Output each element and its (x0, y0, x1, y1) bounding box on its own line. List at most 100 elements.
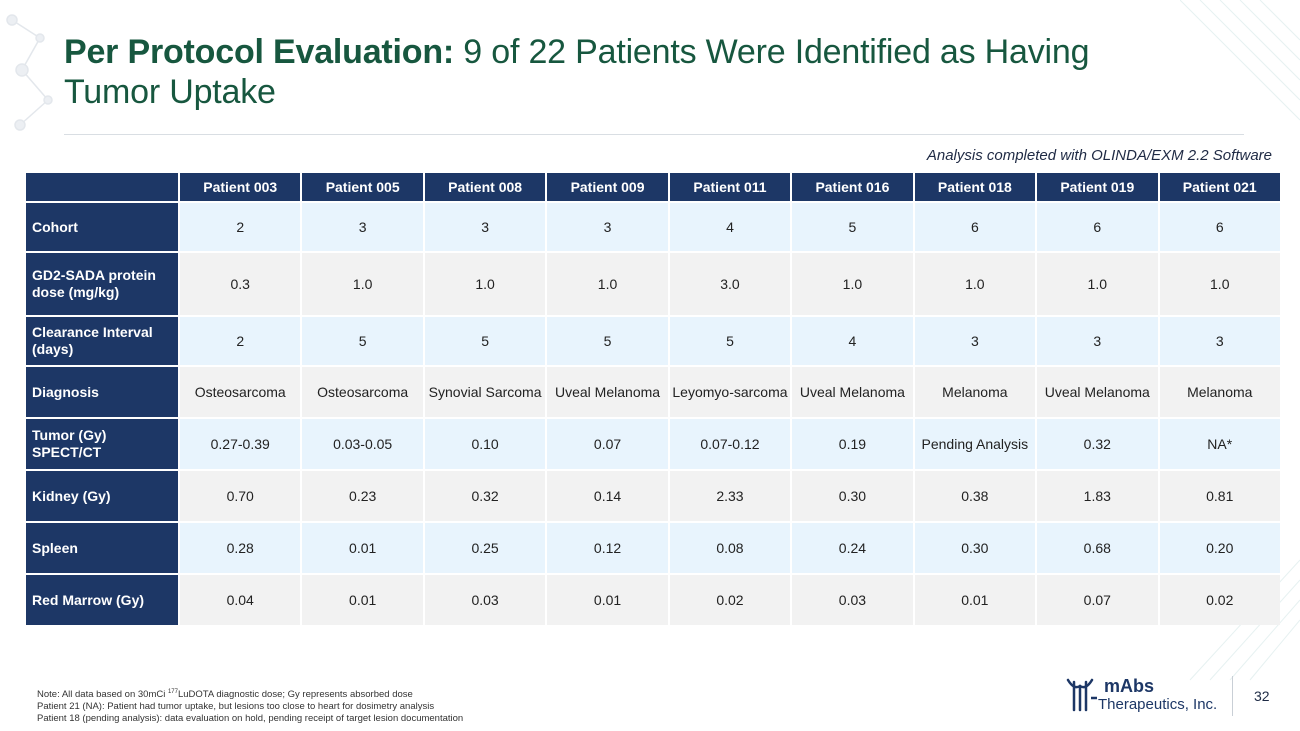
table-row: Tumor (Gy) SPECT/CT 0.27-0.39 0.03-0.05 0.1… (26, 419, 1280, 469)
column-header: Patient 005 (302, 173, 423, 201)
table-cell: Uveal Melanoma (547, 367, 668, 417)
table-cell: 0.23 (302, 471, 423, 521)
table-cell: 6 (914, 203, 1036, 251)
row-header: Spleen (26, 523, 178, 573)
table-cell: 6 (1037, 203, 1158, 251)
column-header: Patient 008 (424, 173, 546, 201)
column-header: Patient 019 (1037, 173, 1158, 201)
table-cell: 0.24 (792, 523, 913, 573)
table-cell: 0.01 (302, 575, 423, 625)
table-cell: 0.25 (424, 523, 546, 573)
table-cell: 3 (914, 317, 1036, 365)
footnote-1: Note: All data based on 30mCi 177LuDOTA … (37, 689, 413, 701)
table-cell: 6 (1159, 203, 1280, 251)
table-cell: 0.30 (914, 523, 1036, 573)
company-logo: mAbs Therapeutics, Inc. (1064, 674, 1234, 718)
footer-divider (1232, 676, 1233, 716)
table-cell: 1.0 (792, 253, 913, 315)
table-row: GD2-SADA protein dose (mg/kg) 0.3 1.0 1.0 1.… (26, 253, 1280, 315)
row-header: Red Marrow (Gy) (26, 575, 178, 625)
table-cell: Synovial Sarcoma (424, 367, 546, 417)
table-cell: 1.0 (302, 253, 423, 315)
table-cell: 3 (547, 203, 668, 251)
molecule-decoration (6, 14, 53, 131)
table-cell: 0.81 (1159, 471, 1280, 521)
analysis-note: Analysis completed with OLINDA/EXM 2.2 S… (926, 147, 1272, 164)
table-cell: 4 (792, 317, 913, 365)
table-cell: 0.68 (1037, 523, 1158, 573)
table-cell: 0.03 (792, 575, 913, 625)
table-cell: 2.33 (669, 471, 791, 521)
table-cell: 0.27-0.39 (180, 419, 301, 469)
table-row: Red Marrow (Gy) 0.04 0.01 0.03 0.01 0.02 0.03 0… (26, 575, 1280, 625)
table-corner (26, 173, 178, 201)
table-cell: Uveal Melanoma (792, 367, 913, 417)
table-cell: 0.07 (1037, 575, 1158, 625)
row-header: Kidney (Gy) (26, 471, 178, 521)
column-header: Patient 009 (547, 173, 668, 201)
table-cell: 0.01 (302, 523, 423, 573)
table-cell: Uveal Melanoma (1037, 367, 1158, 417)
table-header-row: Patient 003 Patient 005 Patient 008 Patient… (26, 173, 1280, 201)
logo-name: mAbs (1104, 676, 1155, 696)
table-cell: 0.32 (424, 471, 546, 521)
table-cell: 0.10 (424, 419, 546, 469)
table-cell: 0.14 (547, 471, 668, 521)
table-cell: 5 (669, 317, 791, 365)
table-cell: 0.07-0.12 (669, 419, 791, 469)
table-cell: 0.01 (914, 575, 1036, 625)
table-cell: 2 (180, 317, 301, 365)
table-cell: 5 (424, 317, 546, 365)
table-cell: 0.02 (669, 575, 791, 625)
table-cell: 0.03-0.05 (302, 419, 423, 469)
footnote-3: Patient 18 (pending analysis): data eval… (37, 713, 464, 725)
table-cell: 0.38 (914, 471, 1036, 521)
table-cell: 0.28 (180, 523, 301, 573)
table-cell: 1.0 (547, 253, 668, 315)
table-cell: 1.0 (914, 253, 1036, 315)
table-row: Diagnosis Osteosarcoma Osteosarcoma Synovia… (26, 367, 1280, 417)
table-cell: 3 (1159, 317, 1280, 365)
row-header: Diagnosis (26, 367, 178, 417)
table-cell: 0.04 (180, 575, 301, 625)
table-cell: 0.02 (1159, 575, 1280, 625)
table-cell: 0.70 (180, 471, 301, 521)
column-header: Patient 003 (180, 173, 301, 201)
row-header: GD2-SADA protein dose (mg/kg) (26, 253, 178, 315)
table-cell: 5 (302, 317, 423, 365)
title-bold: Per Protocol Evaluation: (64, 33, 455, 71)
table-cell: 3 (302, 203, 423, 251)
table-cell: 5 (792, 203, 913, 251)
table-cell: 5 (547, 317, 668, 365)
table-cell: 0.32 (1037, 419, 1158, 469)
footnote-2: Patient 21 (NA): Patient had tumor uptak… (37, 701, 435, 713)
dosimetry-table: Patient 003 Patient 005 Patient 008 Patient… (24, 171, 1282, 627)
table-row: Spleen 0.28 0.01 0.25 0.12 0.08 0.24 0.30 0.68 0.… (26, 523, 1280, 573)
table-cell: Leyomyo-sarcoma (669, 367, 791, 417)
table-cell: 2 (180, 203, 301, 251)
table-cell: 0.01 (547, 575, 668, 625)
column-header: Patient 021 (1159, 173, 1280, 201)
table-cell: 1.0 (1159, 253, 1280, 315)
page-number: 32 (1254, 688, 1270, 704)
row-header: Cohort (26, 203, 178, 251)
footnotes: Note: All data based on 30mCi 177LuDOTA … (37, 686, 463, 725)
table-cell: 0.3 (180, 253, 301, 315)
column-header: Patient 018 (914, 173, 1036, 201)
table-cell: Osteosarcoma (302, 367, 423, 417)
table-cell: 0.07 (547, 419, 668, 469)
table-row: Clearance Interval (days) 2 5 5 5 5 4 3 3 3 (26, 317, 1280, 365)
table-cell: Pending Analysis (914, 419, 1036, 469)
logo-mark-icon (1066, 678, 1097, 712)
table-cell: 0.30 (792, 471, 913, 521)
table-cell: 4 (669, 203, 791, 251)
table-cell: 0.08 (669, 523, 791, 573)
table-cell: 3 (424, 203, 546, 251)
row-header: Clearance Interval (days) (26, 317, 178, 365)
row-header: Tumor (Gy) SPECT/CT (26, 419, 178, 469)
table-cell: 0.20 (1159, 523, 1280, 573)
table-cell: 3 (1037, 317, 1158, 365)
table-cell: 0.19 (792, 419, 913, 469)
table-row: Kidney (Gy) 0.70 0.23 0.32 0.14 2.33 0.30 0.38 1… (26, 471, 1280, 521)
table-cell: Osteosarcoma (180, 367, 301, 417)
